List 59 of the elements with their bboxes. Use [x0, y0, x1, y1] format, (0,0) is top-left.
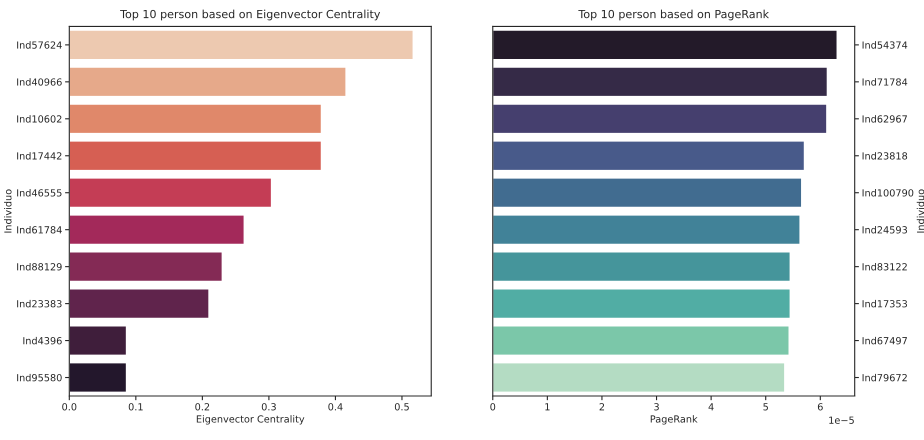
y-tick-label: Ind54374 — [862, 41, 908, 49]
y-tick-label: Ind17353 — [862, 300, 907, 308]
x-axis-title: PageRank — [650, 415, 698, 425]
y-tick-label: Ind23383 — [17, 300, 62, 308]
y-axis-title: Individuo — [4, 189, 12, 233]
y-tick-label: Ind17442 — [17, 152, 62, 160]
y-tick-label: Ind40966 — [17, 78, 62, 86]
bar — [69, 103, 322, 134]
bar — [69, 66, 347, 98]
bar — [492, 251, 791, 282]
bar — [492, 177, 802, 208]
bar — [492, 140, 806, 172]
bar — [69, 325, 128, 356]
x-tick-label: 0.2 — [195, 403, 210, 410]
bar — [69, 251, 224, 282]
y-tick-label: Ind71784 — [862, 78, 908, 86]
x-tick-label: 0.3 — [262, 403, 276, 410]
y-tick-label: Ind24593 — [862, 226, 907, 234]
y-tick-label: Ind88129 — [17, 262, 62, 270]
bar — [69, 29, 414, 60]
y-tick-label: Ind61784 — [17, 226, 62, 234]
y-tick-label: Ind57624 — [17, 41, 62, 49]
y-tick-label: Ind83122 — [862, 262, 907, 270]
y-tick-label: Ind23818 — [862, 152, 908, 160]
text: 1e−5 — [829, 416, 854, 424]
y-tick-label: Ind4396 — [23, 336, 62, 344]
bar — [492, 214, 801, 246]
x-tick-label: 3 — [654, 403, 659, 410]
chart-title: Top 10 person based on PageRank — [578, 10, 770, 20]
y-tick-label: Ind62967 — [862, 115, 907, 123]
y-tick-label: Ind10602 — [17, 115, 62, 123]
bar — [492, 66, 828, 98]
y-tick-label: Ind67497 — [862, 336, 907, 344]
bar — [492, 288, 791, 320]
x-axis-title: Eigenvector Centrality — [196, 415, 304, 425]
y-tick-label: Ind95580 — [17, 374, 62, 382]
bar — [492, 362, 786, 393]
x-tick-label: 0.4 — [328, 403, 343, 410]
x-tick-label: 0.1 — [128, 403, 143, 410]
bar — [69, 140, 322, 172]
x-tick-label: 5 — [763, 403, 768, 410]
x-tick-label: 0.0 — [62, 403, 76, 410]
bar — [69, 288, 210, 320]
y-tick-label: Ind46555 — [17, 189, 62, 197]
y-tick-label: Ind100790 — [862, 189, 914, 197]
bar — [492, 325, 790, 356]
bar — [492, 103, 828, 134]
x-tick-label: 4 — [708, 403, 714, 410]
chart-title: Top 10 person based on Eigenvector Centrality — [120, 10, 380, 20]
x-tick-label: 0.5 — [394, 403, 409, 410]
bar — [69, 362, 128, 393]
y-axis-title: Individuo — [916, 189, 924, 233]
x-tick-label: 2 — [600, 403, 604, 410]
bar — [69, 214, 245, 246]
x-tick-label: 1 — [545, 403, 550, 410]
bar — [69, 177, 272, 208]
x-tick-label: 0 — [490, 403, 496, 410]
y-tick-label: Ind79672 — [862, 374, 907, 382]
x-tick-label: 6 — [818, 403, 823, 410]
